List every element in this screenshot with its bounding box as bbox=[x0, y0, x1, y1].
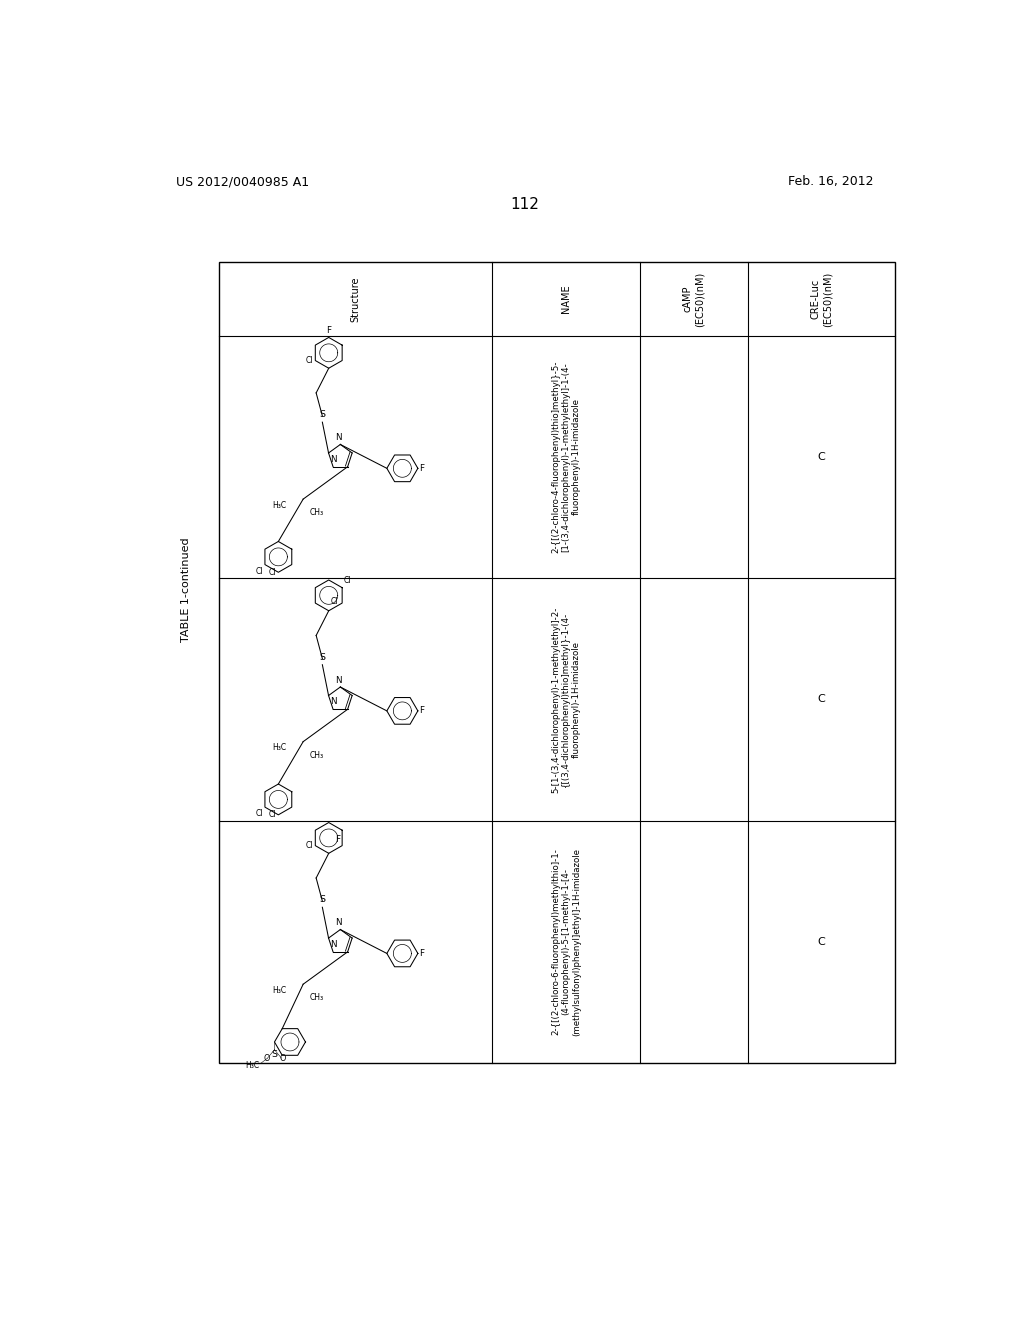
Text: Cl: Cl bbox=[305, 841, 313, 850]
Text: C: C bbox=[818, 451, 825, 462]
Text: N: N bbox=[330, 697, 337, 706]
Text: Feb. 16, 2012: Feb. 16, 2012 bbox=[788, 176, 873, 189]
Text: NAME: NAME bbox=[561, 285, 570, 313]
Text: S: S bbox=[271, 1049, 278, 1059]
Text: Cl: Cl bbox=[268, 810, 276, 820]
Text: Cl: Cl bbox=[331, 597, 338, 606]
Text: O: O bbox=[279, 1055, 286, 1064]
Text: 5-[1-(3,4-dichlorophenyl)-1-methylethyl]-2-
{[(3,4-dichlorophenyl)thio]methyl}-1: 5-[1-(3,4-dichlorophenyl)-1-methylethyl]… bbox=[551, 606, 581, 792]
Text: N: N bbox=[336, 919, 342, 927]
Text: H₃C: H₃C bbox=[272, 500, 286, 510]
Text: H₃C: H₃C bbox=[272, 986, 286, 995]
Text: N: N bbox=[330, 454, 337, 463]
Text: Cl: Cl bbox=[305, 356, 313, 366]
Text: CRE-Luc
(EC50)(nM): CRE-Luc (EC50)(nM) bbox=[811, 272, 833, 326]
Text: 2-{[(2-chloro-6-fluorophenyl)methylthio]-1-
(4-fluorophenyl)-5-[1-methyl-1-[4-
(: 2-{[(2-chloro-6-fluorophenyl)methylthio]… bbox=[551, 847, 581, 1036]
Text: N: N bbox=[330, 940, 337, 949]
Bar bbox=[219, 263, 895, 1063]
Text: S: S bbox=[319, 652, 326, 661]
Text: F: F bbox=[420, 706, 424, 715]
Text: F: F bbox=[335, 836, 340, 843]
Text: F: F bbox=[420, 949, 424, 958]
Text: F: F bbox=[420, 463, 424, 473]
Text: TABLE 1-continued: TABLE 1-continued bbox=[181, 537, 191, 642]
Text: N: N bbox=[336, 676, 342, 685]
Text: 2-{[(2-chloro-4-fluorophenyl)thio]methyl}-5-
[1-(3,4-dichlorophenyl)-1-methyleth: 2-{[(2-chloro-4-fluorophenyl)thio]methyl… bbox=[551, 360, 581, 553]
Text: H₃C: H₃C bbox=[245, 1060, 259, 1069]
Text: cAMP
(EC50)(nM): cAMP (EC50)(nM) bbox=[683, 272, 705, 326]
Text: C: C bbox=[818, 694, 825, 705]
Text: Cl: Cl bbox=[268, 568, 276, 577]
Text: Cl: Cl bbox=[256, 566, 263, 576]
Text: H₃C: H₃C bbox=[272, 743, 286, 752]
Text: 112: 112 bbox=[510, 197, 540, 213]
Text: O: O bbox=[263, 1055, 270, 1064]
Text: F: F bbox=[327, 326, 331, 335]
Text: Cl: Cl bbox=[256, 809, 263, 818]
Text: CH₃: CH₃ bbox=[309, 994, 324, 1002]
Text: US 2012/0040985 A1: US 2012/0040985 A1 bbox=[176, 176, 309, 189]
Text: CH₃: CH₃ bbox=[309, 508, 324, 517]
Text: S: S bbox=[319, 411, 326, 418]
Text: S: S bbox=[319, 895, 326, 904]
Text: Structure: Structure bbox=[351, 276, 360, 322]
Text: Cl: Cl bbox=[344, 577, 351, 585]
Text: N: N bbox=[336, 433, 342, 442]
Text: CH₃: CH₃ bbox=[309, 751, 324, 760]
Text: C: C bbox=[818, 937, 825, 946]
